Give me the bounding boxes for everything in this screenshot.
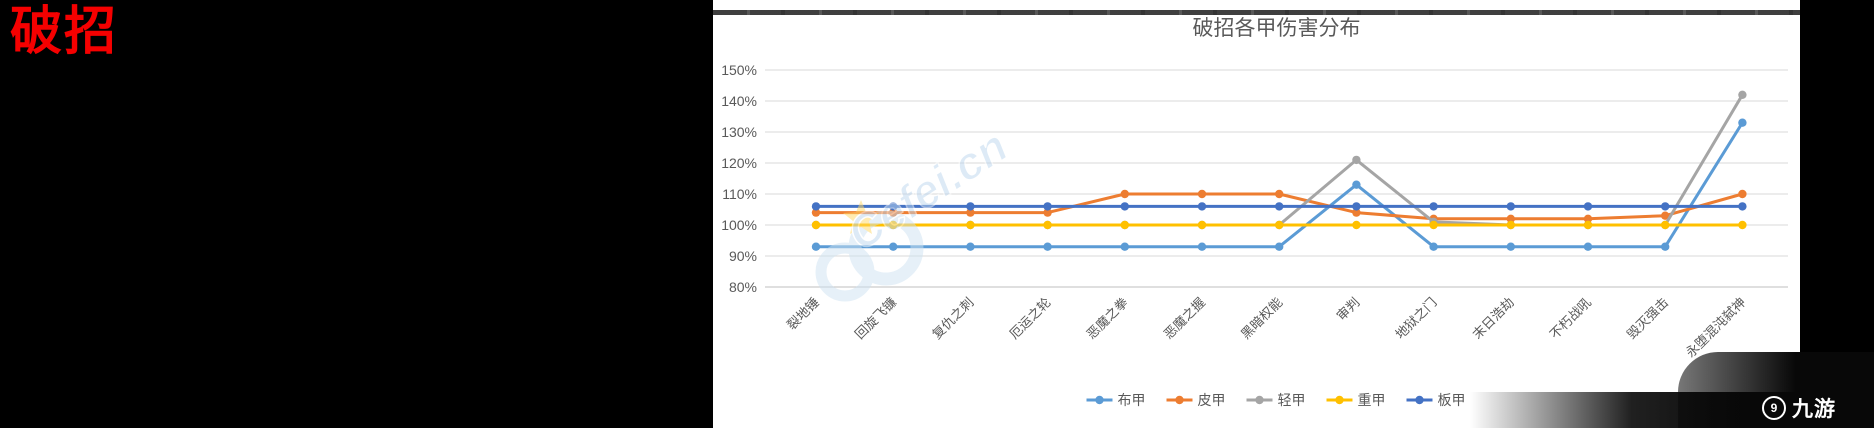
- damage-distribution-chart: 80% 90% 100% 110% 120% 130% 140% 150% 裂地锤 回旋飞镰 复仇之…: [721, 62, 1788, 408]
- data-point-marker: [889, 202, 898, 211]
- data-point-marker: [1429, 242, 1438, 251]
- data-point-marker: [811, 202, 821, 211]
- data-point-marker: [966, 242, 975, 251]
- data-point-marker: [1506, 242, 1515, 251]
- data-point-marker: [1738, 189, 1747, 199]
- x-axis-category-label: 黑暗权能: [1238, 295, 1285, 342]
- data-point-marker: [1661, 242, 1670, 251]
- data-point-marker: [1506, 220, 1515, 230]
- x-axis-category-label: 审判: [1334, 295, 1363, 324]
- data-point-marker: [811, 242, 821, 251]
- data-point-marker: [1043, 208, 1052, 217]
- data-point-marker: [1197, 189, 1207, 199]
- legend-label: 板甲: [1438, 392, 1466, 408]
- data-point-marker: [1120, 189, 1129, 199]
- data-point-marker: [1506, 214, 1515, 223]
- x-axis-category-label: 厄运之轮: [1006, 295, 1053, 342]
- data-point-marker: [966, 208, 975, 217]
- data-point-marker: [1275, 220, 1284, 230]
- y-axis-tick-label: 110%: [722, 186, 757, 202]
- x-axis-category-label: 回旋飞镰: [852, 295, 899, 342]
- data-point-marker: [1352, 155, 1361, 165]
- x-axis-category-label: 复仇之刺: [929, 295, 976, 342]
- data-point-marker: [1197, 202, 1207, 211]
- data-point-marker: [1506, 202, 1515, 211]
- y-axis-tick-label: 90%: [729, 248, 757, 264]
- legend-label: 布甲: [1118, 392, 1146, 408]
- x-axis-category-label: 恶魔之握: [1161, 295, 1208, 342]
- y-axis-tick-label: 100%: [721, 217, 757, 233]
- data-point-marker: [1197, 220, 1207, 230]
- data-point-marker: [1275, 202, 1284, 211]
- data-point-marker: [1583, 242, 1593, 251]
- legend-marker-icon: [1255, 395, 1264, 405]
- legend-label: 重甲: [1358, 392, 1386, 408]
- legend-label: 轻甲: [1278, 392, 1306, 408]
- legend-marker-icon: [1175, 395, 1184, 405]
- data-point-marker: [1738, 220, 1747, 230]
- data-point-marker: [1043, 202, 1052, 211]
- chart-title: 破招各甲伤害分布: [1192, 17, 1361, 40]
- data-point-marker: [889, 242, 898, 251]
- legend-label: 皮甲: [1198, 392, 1226, 408]
- x-axis-category-label: 永堕混沌弑神: [1683, 295, 1749, 361]
- x-axis-category-label: 不朽战吼: [1547, 295, 1594, 342]
- data-point-marker: [1120, 202, 1129, 211]
- y-axis-tick-label: 130%: [721, 124, 757, 140]
- legend-marker-icon: [1095, 395, 1104, 405]
- top-border-strip: [713, 10, 1800, 15]
- data-point-marker: [1352, 180, 1361, 189]
- y-axis-tick-label: 140%: [721, 93, 757, 109]
- data-point-marker: [1352, 208, 1361, 217]
- watermark-star-icon: [843, 200, 879, 234]
- data-point-marker: [1043, 220, 1052, 230]
- brand-logo: 9 九游: [1762, 393, 1836, 423]
- data-point-marker: [1197, 242, 1207, 251]
- data-point-marker: [966, 202, 975, 211]
- data-point-marker: [1661, 220, 1670, 230]
- y-axis-tick-label: 150%: [721, 62, 757, 78]
- data-point-marker: [811, 220, 821, 230]
- data-point-marker: [1738, 118, 1747, 127]
- data-point-marker: [1738, 202, 1747, 211]
- x-axis-category-label: 毁灭强击: [1624, 295, 1671, 342]
- data-point-marker: [1120, 242, 1129, 251]
- data-point-marker: [1661, 211, 1670, 220]
- x-axis-category-label: 裂地锤: [784, 295, 822, 333]
- data-point-marker: [1352, 220, 1361, 230]
- data-point-marker: [1661, 202, 1670, 211]
- data-point-marker: [1738, 90, 1747, 100]
- watermark-text: Cefei.cn: [838, 119, 1016, 260]
- data-point-marker: [966, 220, 975, 230]
- data-point-marker: [811, 208, 821, 217]
- data-point-marker: [1583, 202, 1593, 211]
- brand-logo-text: 九游: [1792, 398, 1836, 421]
- data-point-marker: [1429, 220, 1438, 230]
- jiuyou-logo-icon: 9: [1762, 396, 1786, 420]
- y-axis-tick-label: 80%: [729, 279, 757, 295]
- data-point-marker: [1583, 214, 1593, 223]
- x-axis-category-label: 地狱之门: [1392, 295, 1439, 342]
- data-point-marker: [1429, 202, 1438, 211]
- data-point-marker: [1120, 220, 1129, 230]
- legend-marker-icon: [1415, 395, 1424, 405]
- data-point-marker: [1275, 242, 1284, 251]
- data-point-marker: [1583, 220, 1593, 230]
- data-point-marker: [1352, 202, 1361, 211]
- data-point-marker: [1043, 242, 1052, 251]
- chart-panel: 破招各甲伤害分布 80% 90% 100% 110% 120% 130% 140% 150% 裂…: [713, 0, 1800, 428]
- page-caption: 破招: [10, 3, 119, 61]
- data-point-marker: [1275, 189, 1284, 199]
- y-axis-tick-label: 120%: [721, 155, 757, 171]
- legend-marker-icon: [1335, 395, 1344, 405]
- x-axis-category-label: 末日浩劫: [1470, 295, 1517, 342]
- watermark-ring-icon: [848, 210, 924, 286]
- x-axis-category-label: 恶魔之拳: [1084, 295, 1131, 342]
